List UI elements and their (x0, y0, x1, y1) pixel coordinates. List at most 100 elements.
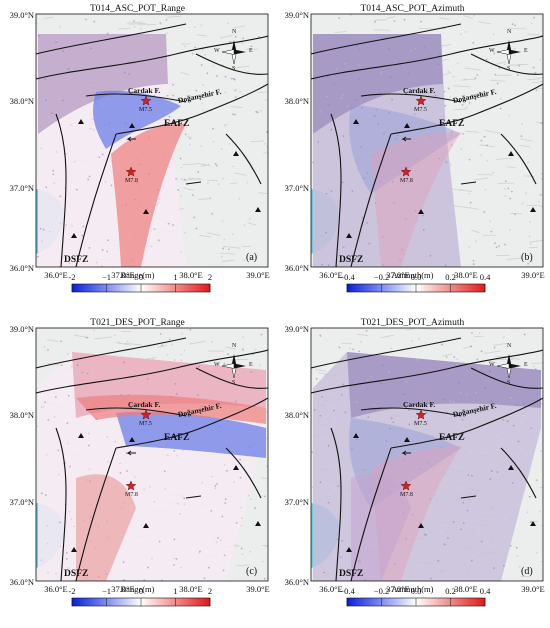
texture-dot (364, 198, 366, 201)
texture-dot (532, 365, 535, 368)
texture-dot (158, 198, 160, 201)
texture-dot (146, 378, 149, 380)
texture-dot (511, 482, 514, 484)
texture-dot (44, 99, 47, 102)
texture-dot (385, 440, 388, 443)
map-svg (310, 327, 544, 607)
station-triangle (353, 119, 359, 124)
texture-dot (227, 22, 230, 25)
texture-dot (139, 27, 142, 30)
texture-dot (534, 368, 537, 371)
texture-dot (187, 135, 190, 138)
texture-dot (220, 255, 223, 258)
texture-dot (437, 559, 440, 562)
texture-dot (133, 476, 136, 478)
texture-dot (509, 397, 512, 399)
relief-stroke (464, 67, 482, 71)
relief-stroke (196, 34, 208, 37)
texture-dot (368, 242, 371, 245)
relief-stroke (182, 163, 200, 166)
texture-dot (531, 22, 533, 25)
relief-stroke (441, 353, 453, 357)
texture-dot (430, 262, 432, 265)
texture-dot (189, 137, 192, 140)
relief-stroke (532, 80, 543, 84)
compass-e: E (524, 48, 528, 54)
texture-dot (476, 358, 479, 361)
texture-dot (81, 371, 84, 374)
texture-dot (325, 231, 327, 234)
compass-n: N (232, 29, 237, 35)
relief-stroke (471, 229, 480, 234)
texture-dot (472, 259, 475, 262)
texture-dot (480, 540, 483, 543)
fault-line (36, 23, 187, 55)
texture-dot (73, 525, 75, 528)
texture-dot (173, 538, 176, 541)
texture-dot (362, 105, 364, 108)
map-area (36, 14, 268, 267)
lat-tick-label: 37.0°N (9, 497, 34, 507)
magnitude-label-2: M7.8 (400, 492, 413, 498)
relief-stroke (535, 87, 543, 89)
texture-dot (530, 520, 532, 523)
texture-dot (93, 20, 96, 23)
texture-dot (361, 106, 363, 109)
texture-dot (341, 515, 344, 518)
texture-dot (436, 445, 439, 448)
texture-dot (421, 33, 424, 36)
relief-stroke (146, 357, 157, 360)
texture-dot (327, 264, 330, 267)
station-triangle (71, 547, 77, 552)
relief-stroke (232, 65, 251, 69)
compass-s: S (232, 380, 236, 386)
texture-dot (516, 554, 519, 557)
texture-dot (470, 559, 473, 562)
lat-tick-label: 38.0°N (9, 96, 34, 106)
texture-dot (84, 45, 87, 48)
texture-dot (480, 350, 483, 353)
texture-dot (535, 89, 538, 92)
lon-tick-label: 38.0°E (454, 270, 478, 280)
texture-dot (463, 98, 466, 100)
texture-dot (242, 37, 244, 40)
texture-dot (66, 442, 69, 445)
texture-dot (472, 263, 475, 266)
texture-dot (204, 53, 207, 56)
texture-dot (469, 492, 472, 495)
texture-dot (517, 440, 520, 443)
lat-tick-label: 36.0°N (284, 263, 309, 273)
texture-dot (535, 479, 538, 482)
texture-dot (126, 470, 128, 472)
lat-tick-label: 39.0°N (284, 324, 309, 334)
texture-dot (319, 481, 322, 484)
texture-dot (449, 164, 452, 166)
texture-dot (357, 78, 360, 80)
texture-dot (217, 183, 220, 185)
texture-dot (47, 419, 50, 421)
texture-dot (489, 220, 491, 223)
north-block (347, 352, 541, 418)
texture-dot (493, 52, 496, 55)
texture-dot (390, 347, 393, 350)
texture-dot (136, 61, 139, 64)
texture-dot (204, 378, 207, 381)
texture-dot (225, 469, 228, 472)
texture-dot (473, 487, 476, 489)
texture-dot (441, 343, 443, 346)
relief-stroke (438, 17, 450, 20)
compass-w: W (214, 48, 220, 54)
colorbar-tick-label: −0.4 (339, 586, 355, 596)
texture-dot (232, 165, 234, 168)
texture-dot (183, 178, 186, 181)
texture-dot (366, 378, 369, 381)
texture-dot (389, 427, 391, 430)
texture-dot (166, 454, 169, 457)
texture-dot (188, 143, 191, 146)
texture-dot (228, 142, 231, 145)
texture-dot (311, 486, 314, 489)
relief-stroke (356, 333, 369, 337)
texture-dot (93, 329, 95, 332)
texture-dot (408, 409, 410, 411)
texture-dot (231, 233, 234, 236)
